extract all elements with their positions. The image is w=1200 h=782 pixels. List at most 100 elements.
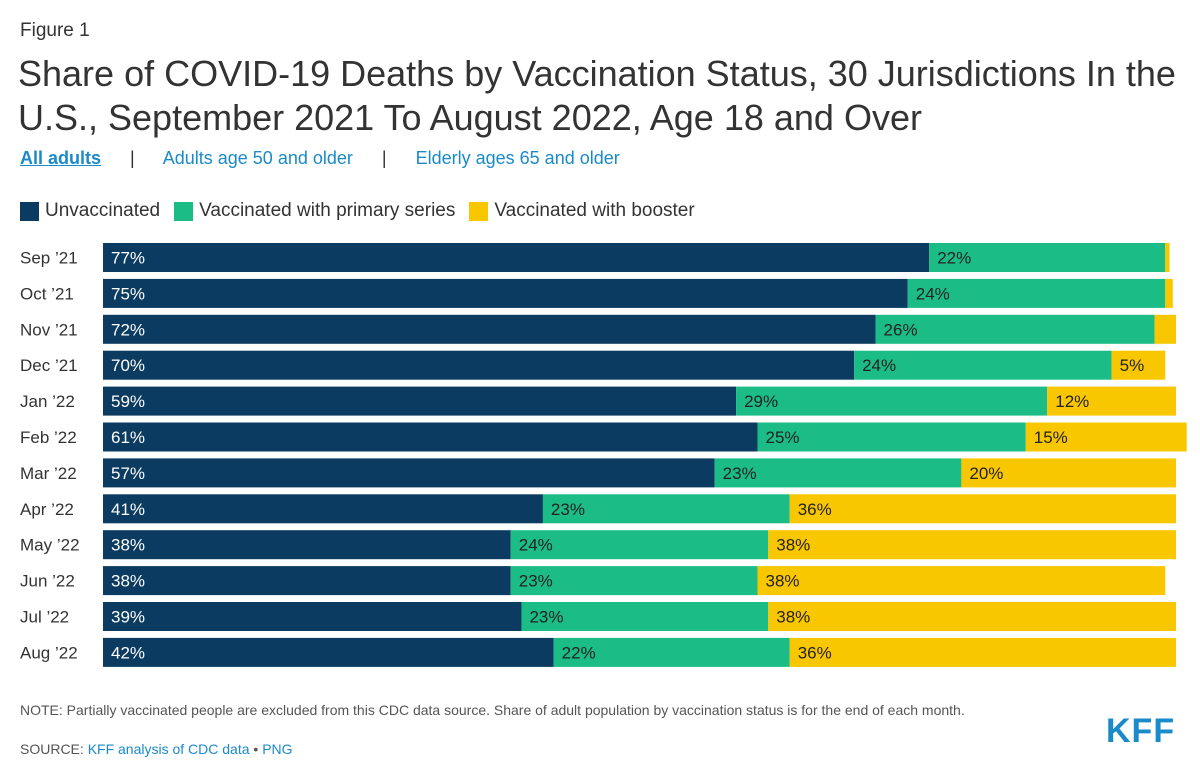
category-label: Nov ’21 — [20, 320, 78, 339]
bar-booster — [1154, 314, 1176, 344]
bar-primary — [907, 278, 1166, 308]
data-label-primary: 24% — [916, 284, 950, 303]
data-label-unvaccinated: 61% — [111, 428, 145, 447]
data-label-primary: 26% — [884, 320, 918, 339]
bar-booster — [961, 458, 1176, 488]
kff-logo: KFF — [1106, 712, 1176, 750]
tab-adults-50-plus[interactable]: Adults age 50 and older — [162, 148, 353, 168]
tab-separator: | — [130, 148, 135, 168]
bar-primary — [736, 386, 1048, 416]
bar-booster — [1165, 278, 1173, 308]
bar-booster — [789, 637, 1176, 667]
bar-primary — [510, 530, 769, 560]
bar-booster — [789, 494, 1176, 524]
category-label: Apr ’22 — [20, 500, 74, 519]
category-label: Aug ’22 — [20, 643, 78, 662]
category-label: Jan ’22 — [20, 392, 75, 411]
data-label-booster: 20% — [969, 464, 1003, 483]
legend-swatch-primary — [174, 201, 194, 221]
bar-unvaccinated — [103, 278, 908, 308]
figure-label: Figure 1 — [20, 20, 90, 41]
data-label-unvaccinated: 38% — [111, 536, 145, 555]
data-label-primary: 23% — [723, 464, 757, 483]
data-label-unvaccinated: 75% — [111, 284, 145, 303]
bar-booster — [768, 530, 1176, 560]
bar-unvaccinated — [103, 566, 511, 596]
data-label-unvaccinated: 70% — [111, 356, 145, 375]
bar-booster — [1111, 350, 1166, 380]
bar-booster — [1047, 386, 1176, 416]
bar-unvaccinated — [103, 602, 522, 631]
data-label-booster: 5% — [1120, 356, 1145, 375]
bar-primary — [510, 566, 758, 596]
bar-primary — [521, 602, 769, 631]
bar-primary — [875, 314, 1155, 344]
data-label-unvaccinated: 42% — [111, 643, 145, 662]
data-label-primary: 23% — [551, 500, 585, 519]
data-label-booster: 15% — [1034, 428, 1068, 447]
bar-booster — [757, 566, 1166, 596]
data-label-primary: 22% — [937, 249, 971, 268]
bar-primary — [553, 637, 790, 667]
category-label: Mar ’22 — [20, 464, 77, 483]
legend-item-booster: Vaccinated with booster — [469, 200, 695, 222]
category-label: Jun ’22 — [20, 572, 75, 591]
audience-tabs: All adults | Adults age 50 and older | E… — [20, 148, 620, 169]
data-label-unvaccinated: 39% — [111, 608, 145, 627]
data-label-unvaccinated: 59% — [111, 392, 145, 411]
data-label-booster: 36% — [798, 643, 832, 662]
legend-swatch-booster — [469, 201, 489, 221]
data-label-booster: 36% — [798, 500, 832, 519]
tab-separator: | — [381, 148, 387, 168]
bar-unvaccinated — [103, 494, 543, 524]
bar-unvaccinated — [103, 637, 554, 667]
source-bullet: • — [249, 741, 263, 757]
data-label-primary: 23% — [519, 572, 553, 591]
bar-unvaccinated — [103, 386, 737, 416]
legend-label-primary: Vaccinated with primary series — [199, 200, 456, 221]
chart-title: Share of COVID-19 Deaths by Vaccination … — [18, 53, 1176, 138]
bar-unvaccinated — [103, 314, 876, 344]
data-label-booster: 12% — [1055, 392, 1089, 411]
data-label-primary: 25% — [766, 428, 800, 447]
category-label: Oct ’21 — [20, 284, 74, 303]
tab-elderly-65-plus[interactable]: Elderly ages 65 and older — [415, 148, 620, 168]
source-prefix: SOURCE: — [20, 741, 88, 757]
data-label-unvaccinated: 41% — [111, 500, 145, 519]
data-label-booster: 38% — [766, 572, 800, 591]
data-label-primary: 23% — [529, 608, 563, 627]
bar-unvaccinated — [103, 530, 511, 560]
bar-primary — [854, 350, 1112, 380]
tab-all-adults[interactable]: All adults — [20, 148, 102, 168]
bar-unvaccinated — [103, 422, 758, 452]
bar-primary — [929, 243, 1166, 272]
data-label-primary: 22% — [562, 643, 596, 662]
bar-booster — [1025, 422, 1187, 452]
data-label-unvaccinated: 77% — [111, 249, 145, 268]
category-label: Dec ’21 — [20, 356, 78, 375]
category-label: Jul ’22 — [20, 608, 69, 627]
source-link[interactable]: KFF analysis of CDC data — [87, 741, 250, 757]
bar-primary — [757, 422, 1026, 452]
bar-booster — [768, 602, 1176, 631]
data-label-unvaccinated: 38% — [111, 572, 145, 591]
png-download-link[interactable]: PNG — [262, 741, 293, 757]
data-label-booster: 38% — [776, 608, 810, 627]
data-label-primary: 24% — [519, 536, 553, 555]
bar-primary — [714, 458, 962, 488]
stacked-bar-chart: Sep ’21 77% 22% Oct ’21 75% 24% Nov ’21 72% 26% D… — [20, 243, 1187, 667]
bar-primary — [542, 494, 790, 524]
data-label-unvaccinated: 72% — [111, 320, 145, 339]
chart-note: NOTE: Partially vaccinated people are ex… — [20, 702, 965, 718]
bar-unvaccinated — [103, 243, 930, 272]
legend-item-primary: Vaccinated with primary series — [174, 200, 455, 222]
data-label-unvaccinated: 57% — [111, 464, 145, 483]
bar-unvaccinated — [103, 458, 715, 488]
category-label: Feb ’22 — [20, 428, 77, 447]
legend-label-unvaccinated: Unvaccinated — [45, 200, 161, 221]
category-label: Sep ’21 — [20, 249, 78, 268]
data-label-booster: 38% — [776, 536, 810, 555]
chart-legend: Unvaccinated Vaccinated with primary ser… — [20, 200, 709, 222]
legend-item-unvaccinated: Unvaccinated — [20, 200, 160, 222]
data-label-primary: 29% — [744, 392, 778, 411]
